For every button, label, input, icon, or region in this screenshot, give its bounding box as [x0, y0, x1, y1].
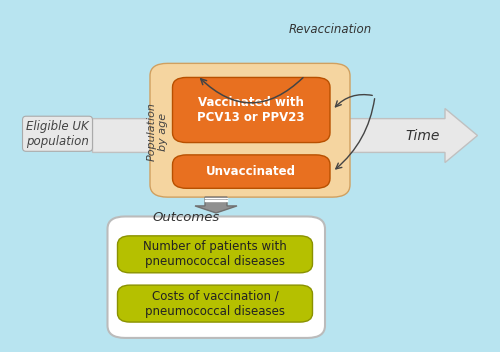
- Text: Outcomes: Outcomes: [152, 210, 220, 224]
- FancyBboxPatch shape: [118, 285, 312, 322]
- FancyBboxPatch shape: [172, 77, 330, 143]
- FancyBboxPatch shape: [150, 63, 350, 197]
- Text: Number of patients with
pneumococcal diseases: Number of patients with pneumococcal dis…: [143, 240, 287, 268]
- Text: Unvaccinated: Unvaccinated: [206, 165, 296, 178]
- FancyBboxPatch shape: [172, 155, 330, 188]
- Text: Time: Time: [406, 128, 440, 143]
- FancyBboxPatch shape: [108, 216, 325, 338]
- Text: Eligible UK
population: Eligible UK population: [26, 120, 89, 148]
- Text: Costs of vaccination /
pneumococcal diseases: Costs of vaccination / pneumococcal dise…: [145, 290, 285, 318]
- Polygon shape: [195, 197, 237, 213]
- FancyBboxPatch shape: [118, 236, 312, 273]
- Text: Revaccination: Revaccination: [288, 24, 372, 36]
- Text: Vaccinated with
PCV13 or PPV23: Vaccinated with PCV13 or PPV23: [198, 96, 305, 124]
- Polygon shape: [92, 108, 478, 163]
- Text: Population
by age: Population by age: [146, 102, 169, 162]
